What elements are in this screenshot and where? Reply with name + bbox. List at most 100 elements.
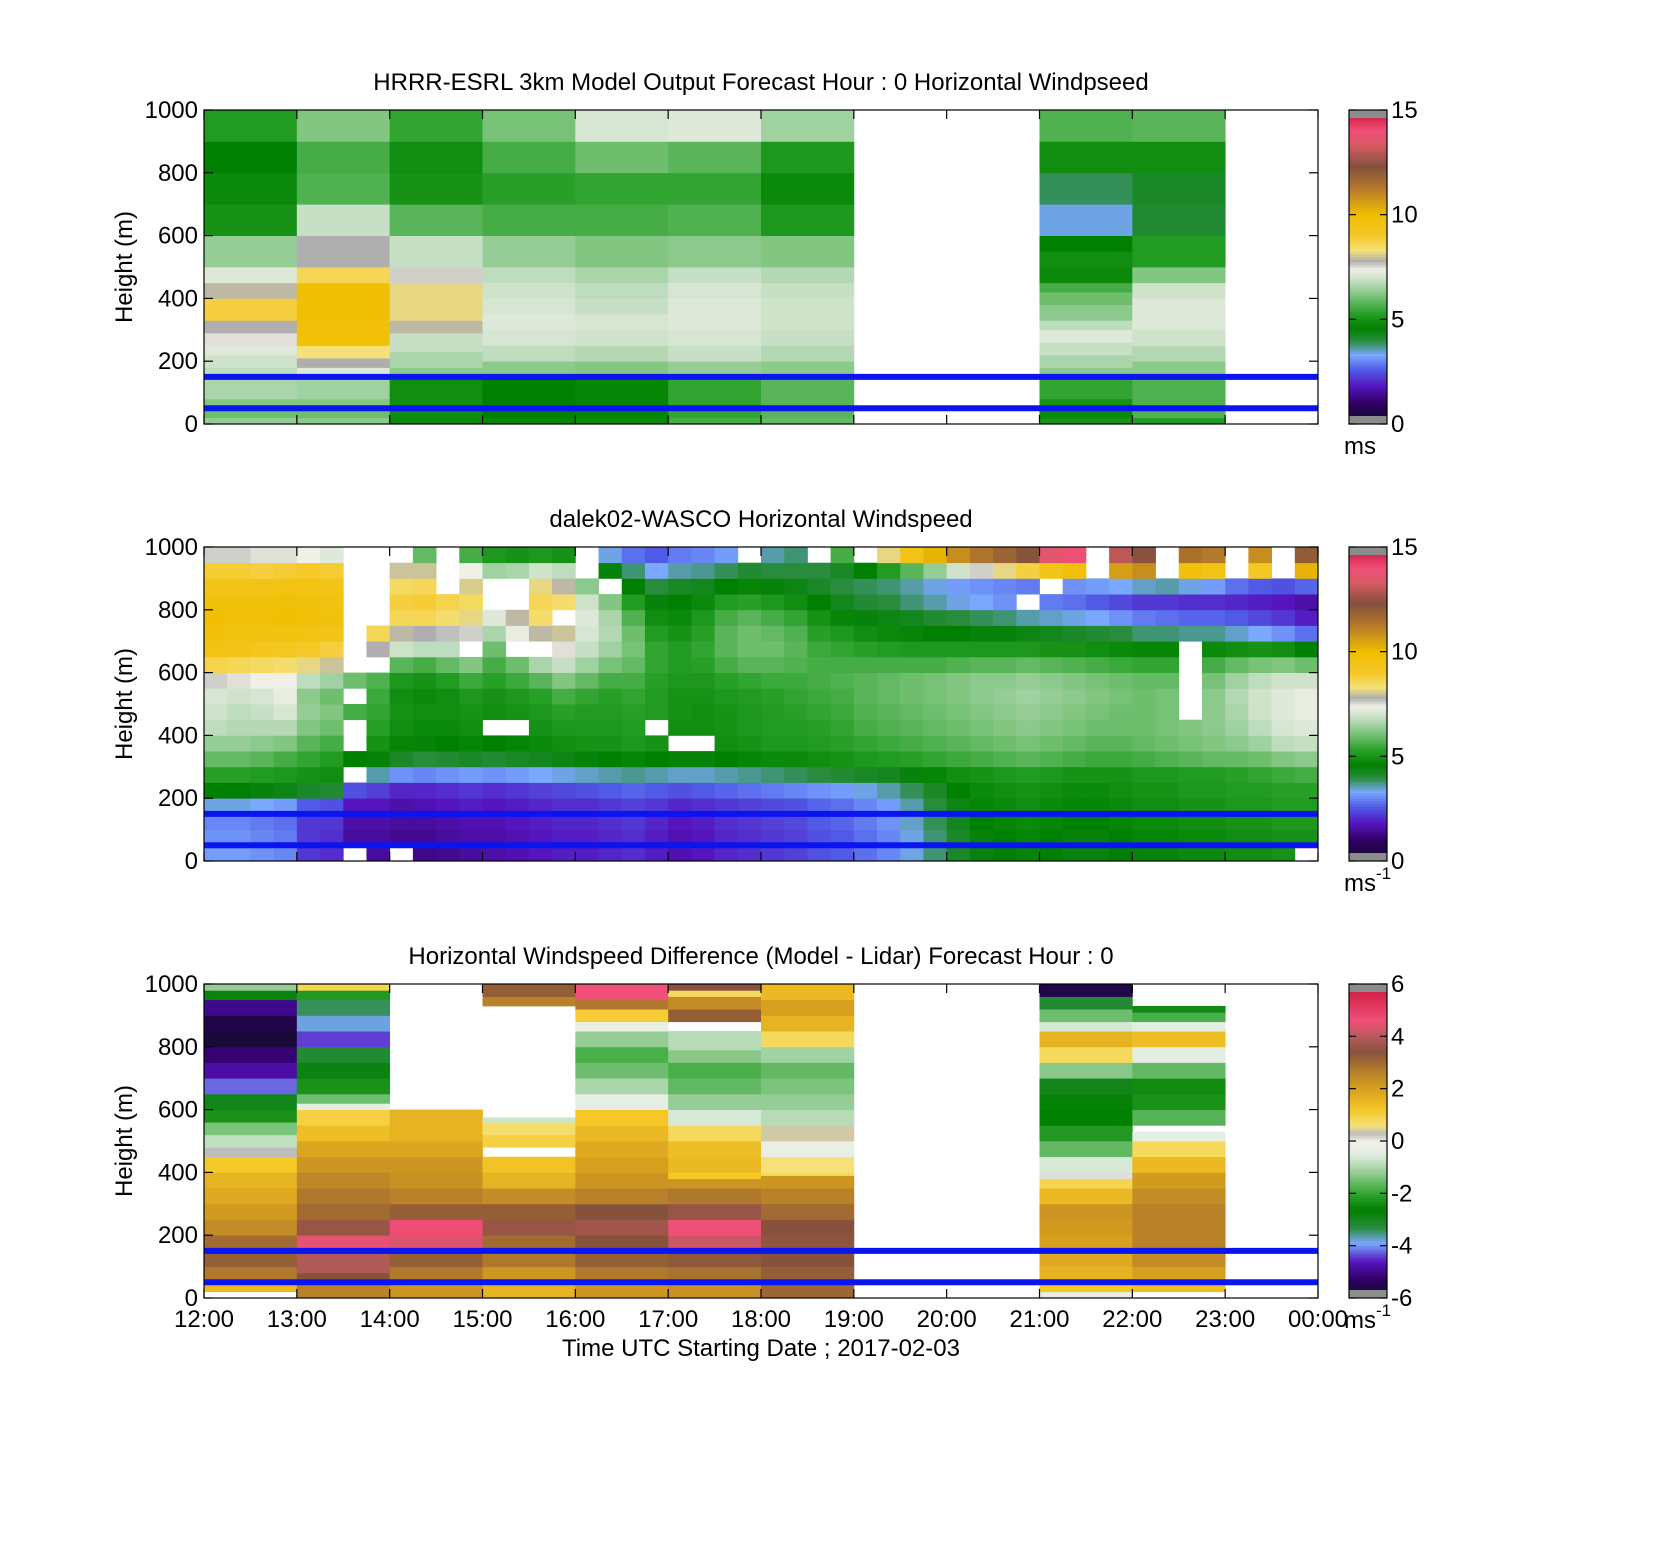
x-tick-label: 17:00: [638, 1306, 698, 1333]
heatmap-cell: [807, 688, 832, 705]
heatmap-cell: [250, 798, 275, 815]
heatmap-cell: [227, 719, 251, 736]
heatmap-cell: [877, 782, 901, 799]
heatmap-cell: [204, 594, 228, 611]
heatmap-cell: [621, 625, 646, 642]
heatmap-cell: [807, 751, 832, 768]
heatmap-cell: [1225, 845, 1249, 862]
heatmap-cell: [296, 547, 321, 564]
heatmap-cell: [1132, 1282, 1226, 1293]
heatmap-cell: [575, 110, 669, 142]
colorbar-segment: [1349, 253, 1387, 258]
heatmap-cell: [227, 578, 251, 595]
heatmap-cell: [668, 578, 692, 595]
heatmap-cell: [1109, 672, 1133, 689]
heatmap-cell: [761, 1219, 855, 1236]
heatmap-cell: [389, 417, 483, 425]
heatmap-cell: [668, 609, 692, 626]
heatmap-cell: [621, 641, 646, 658]
heatmap-cell: [877, 845, 901, 862]
heatmap-cell: [204, 320, 298, 334]
heatmap-cell: [1201, 813, 1226, 830]
heatmap-cell: [389, 656, 414, 673]
colorbar-segment: [1349, 1258, 1387, 1262]
heatmap-cell: [1132, 641, 1156, 658]
heatmap-cell: [830, 704, 855, 721]
colorbar-segment: [1349, 295, 1387, 299]
heatmap-cell: [1294, 829, 1319, 846]
heatmap-cell: [1062, 656, 1087, 673]
heatmap-cell: [389, 320, 483, 334]
heatmap-cell: [412, 578, 437, 595]
heatmap-cell: [1178, 751, 1203, 768]
heatmap-cell: [877, 625, 901, 642]
heatmap-cell: [1155, 735, 1180, 752]
colorbar-segment: [1349, 609, 1387, 613]
colorbar-segment: [1349, 1180, 1387, 1184]
colorbar-segment: [1349, 1059, 1387, 1063]
colorbar-segment: [1349, 314, 1387, 318]
heatmap-cell: [575, 329, 669, 346]
heatmap-cell: [1132, 798, 1156, 815]
colorbar-segment: [1349, 588, 1387, 592]
heatmap-cell: [714, 688, 739, 705]
heatmap-cell: [621, 594, 646, 611]
colorbar-segment: [1349, 567, 1387, 572]
heatmap-cell: [644, 798, 669, 815]
heatmap-cell: [273, 641, 298, 658]
x-tick-label: 20:00: [917, 1306, 977, 1333]
colorbar-segment: [1349, 1224, 1387, 1228]
colorbar-segment: [1349, 612, 1387, 616]
colorbar-segment: [1349, 1209, 1387, 1213]
heatmap-cell: [1062, 845, 1087, 862]
heatmap-cell: [1109, 829, 1133, 846]
colorbar-tick-label: 0: [1391, 1128, 1404, 1155]
heatmap-cell: [575, 376, 669, 419]
heatmap-cell: [528, 829, 553, 846]
heatmap-cell: [1294, 751, 1319, 768]
heatmap-cell: [459, 594, 483, 611]
heatmap-cell: [1271, 625, 1296, 642]
heatmap-cell: [1248, 813, 1272, 830]
heatmap-cell: [436, 625, 460, 642]
heatmap-cell: [830, 641, 855, 658]
heatmap-cell: [227, 547, 251, 564]
colorbar-segment: [1349, 1010, 1387, 1014]
heatmap-cell: [1225, 656, 1249, 673]
colorbar-segment: [1349, 136, 1387, 140]
colorbar-segment: [1349, 1031, 1387, 1035]
heatmap-cell: [1155, 594, 1180, 611]
colorbar-segment: [1349, 719, 1387, 723]
heatmap-cell: [784, 547, 808, 564]
heatmap-cell: [1201, 829, 1226, 846]
heatmap-cell: [575, 361, 669, 378]
heatmap-cell: [482, 1122, 576, 1136]
colorbar-segment: [1349, 1148, 1387, 1152]
heatmap-cell: [1271, 719, 1296, 736]
heatmap-cell: [668, 314, 762, 331]
heatmap-cell: [877, 609, 901, 626]
heatmap-cell: [1039, 1178, 1133, 1189]
heatmap-cell: [1294, 688, 1319, 705]
colorbar-segment: [1349, 1135, 1387, 1139]
heatmap-cell: [761, 656, 785, 673]
heatmap-cell: [482, 996, 576, 1007]
heatmap-cell: [575, 751, 599, 768]
heatmap-cell: [993, 656, 1017, 673]
colorbar-segment: [1349, 1054, 1387, 1058]
heatmap-cell: [923, 672, 948, 689]
heatmap-cell: [1271, 656, 1296, 673]
colorbar-segment: [1349, 327, 1387, 331]
colorbar-segment: [1349, 243, 1387, 247]
colorbar-segment: [1349, 748, 1387, 752]
colorbar-under-cap: [1349, 853, 1387, 861]
colorbar-segment: [1349, 743, 1387, 747]
colorbar-segment: [1349, 219, 1387, 224]
heatmap-cell: [250, 609, 275, 626]
heatmap-cell: [459, 798, 483, 815]
heatmap-cell: [598, 547, 623, 564]
heatmap-cell: [1062, 594, 1087, 611]
colorbar-segment: [1349, 1261, 1387, 1265]
colorbar-tick-label: 0: [1391, 848, 1404, 875]
heatmap-cell: [1225, 719, 1249, 736]
